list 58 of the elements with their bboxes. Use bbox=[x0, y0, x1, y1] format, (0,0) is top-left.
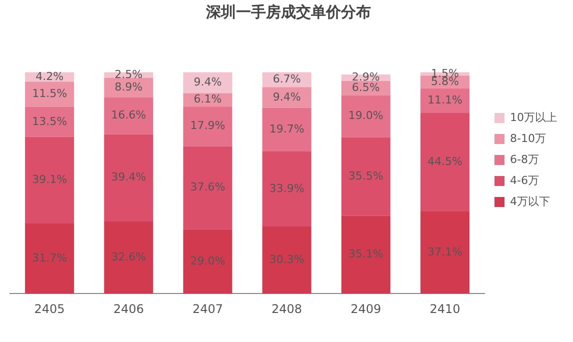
data-label: 31.7% bbox=[32, 251, 68, 264]
data-label: 37.1% bbox=[427, 245, 462, 258]
bar bbox=[104, 134, 154, 222]
bar bbox=[25, 136, 74, 224]
data-label: 9.4% bbox=[194, 76, 222, 89]
bar bbox=[420, 112, 470, 212]
bar bbox=[420, 88, 470, 113]
data-label: 30.3% bbox=[269, 252, 304, 266]
data-label: 35.1% bbox=[348, 248, 384, 261]
x-tick-label: 2407 bbox=[192, 302, 223, 316]
x-tick-label: 2405 bbox=[34, 302, 65, 316]
data-label: 32.6% bbox=[111, 250, 146, 264]
bar bbox=[104, 221, 154, 294]
bar bbox=[25, 107, 74, 137]
data-label: 44.5% bbox=[427, 155, 462, 168]
bar bbox=[262, 152, 312, 227]
data-label: 39.1% bbox=[32, 173, 68, 186]
legend-label: 4-6万 bbox=[510, 174, 539, 187]
data-label: 39.4% bbox=[111, 170, 146, 184]
data-label: 35.5% bbox=[348, 169, 384, 182]
data-label: 2.5% bbox=[114, 68, 143, 81]
data-label: 33.9% bbox=[269, 182, 304, 195]
legend-label: 8-10万 bbox=[510, 132, 546, 145]
bar bbox=[262, 87, 312, 108]
data-label: 9.4% bbox=[272, 90, 301, 104]
bar bbox=[262, 108, 312, 152]
x-tick-label: 2409 bbox=[350, 302, 382, 316]
data-label: 19.0% bbox=[348, 109, 384, 122]
data-label: 11.5% bbox=[32, 87, 68, 100]
bar bbox=[262, 226, 312, 294]
data-label: 17.9% bbox=[190, 119, 226, 132]
x-tick-label: 2406 bbox=[113, 302, 144, 316]
bar bbox=[341, 95, 390, 138]
bar bbox=[341, 137, 390, 216]
data-label: 4.2% bbox=[36, 70, 64, 83]
bar bbox=[183, 146, 232, 230]
data-label: 6.7% bbox=[272, 72, 301, 86]
data-label: 29.0% bbox=[190, 254, 226, 268]
data-label: 11.1% bbox=[427, 94, 462, 107]
data-label: 6.1% bbox=[194, 92, 222, 106]
bar bbox=[104, 98, 154, 134]
legend-label: 10万以上 bbox=[510, 110, 558, 124]
data-label: 13.5% bbox=[32, 114, 68, 128]
data-label: 8.9% bbox=[114, 80, 143, 94]
legend-label: 6-8万 bbox=[510, 152, 539, 166]
chart-title: 深圳一手房成交单价分布 bbox=[205, 2, 371, 21]
bar bbox=[420, 211, 470, 294]
x-tick-label: 2410 bbox=[430, 302, 460, 316]
data-label: 16.6% bbox=[111, 108, 146, 122]
bar bbox=[25, 223, 74, 294]
data-label: 37.6% bbox=[190, 180, 226, 194]
bar bbox=[341, 216, 390, 294]
bar bbox=[183, 106, 232, 146]
legend-label: 4万以下 bbox=[510, 194, 550, 208]
bar bbox=[183, 229, 232, 294]
data-label: 19.7% bbox=[269, 122, 304, 136]
x-tick-label: 2408 bbox=[272, 302, 302, 316]
bar bbox=[25, 82, 74, 108]
